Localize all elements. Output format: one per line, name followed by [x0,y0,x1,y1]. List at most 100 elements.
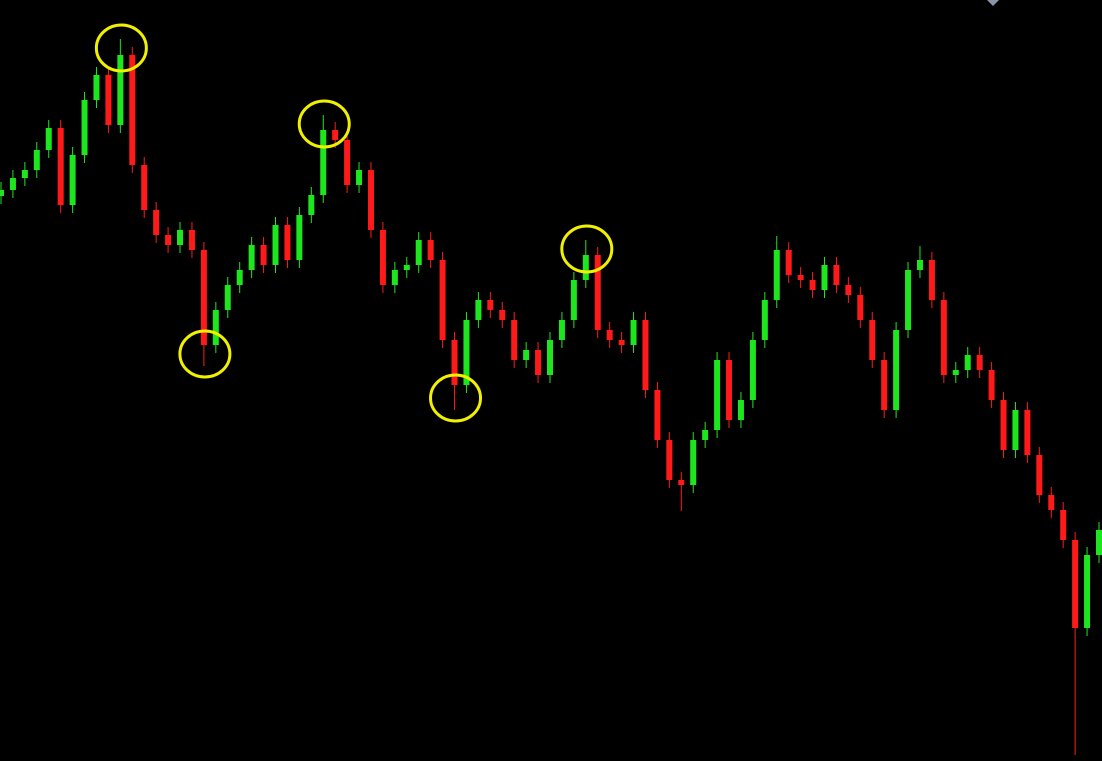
candle-bullish [952,362,959,383]
candle-bearish [427,232,434,268]
candle-body [1036,455,1043,495]
candle-bullish [905,262,912,338]
candle-bearish [1000,392,1007,458]
candle-bearish [165,227,172,253]
candle-bearish [940,292,947,383]
candle-bullish [916,246,923,278]
candle-body [212,310,219,345]
candle-body [451,340,458,385]
candle-body [463,320,470,385]
candle-bullish [582,240,589,288]
candle-bullish [224,277,231,318]
candle-bearish [666,432,673,488]
candle-bearish [200,242,207,366]
candle-body [9,178,16,190]
candle-bearish [881,352,888,418]
candle-body [630,320,637,345]
candle-body [594,255,601,330]
candle-body [845,285,852,295]
candle-body [821,265,828,290]
candle-bearish [487,292,494,318]
candle-bearish [141,157,148,218]
candle-body [618,340,625,345]
candle-bullish [320,115,327,203]
candle-bearish [284,217,291,268]
candle-bullish [177,222,184,253]
candle-bearish [642,312,649,398]
candle-bullish [570,272,577,328]
candle-body [582,255,589,280]
candle-bearish [1024,402,1031,463]
candle-body [129,55,136,165]
candle-bearish [845,277,852,303]
candle-body [272,225,279,265]
candle-bearish [726,352,733,428]
candle-bearish [1060,502,1067,548]
candle-body [809,280,816,290]
candle-bearish [797,267,804,288]
candle-bullish [81,92,88,163]
candle-body [988,370,995,400]
candle-body [487,300,494,310]
candle-bullish [1096,522,1102,563]
candle-body [558,320,565,340]
swing-high-circle [297,99,351,149]
candle-body [320,130,327,195]
candle-body [403,265,410,270]
candle-bearish [153,202,160,243]
candle-body [0,190,4,196]
candle-body [296,215,303,260]
candle-bullish [248,237,255,278]
candle-body [535,350,542,375]
candle-body [379,230,386,285]
candle-bearish [618,332,625,353]
candle-body [726,360,733,420]
candle-bearish [606,322,613,348]
candle-bullish [475,292,482,328]
candle-body [224,285,231,310]
candle-body [260,245,267,265]
candle-body [690,440,697,485]
candle-bearish [869,312,876,368]
candle-bearish [928,252,935,308]
candle-bearish [976,347,983,378]
candle-bullish [33,142,40,178]
candle-body [332,130,339,140]
candle-bullish [212,302,219,353]
swing-low-circle [429,373,483,423]
candle-body [940,300,947,375]
candle-body [356,170,363,185]
candle-body [236,270,243,285]
candle-body [547,340,553,375]
candle-bullish [749,332,756,408]
candle-bearish [1036,447,1043,503]
candle-bullish [0,182,4,204]
scroll-marker-icon[interactable] [987,0,999,6]
candle-body [642,320,649,390]
candle-bearish [451,332,458,410]
candle-body [785,250,792,275]
candle-bullish [714,352,721,438]
candle-body [773,250,780,300]
candle-bearish [594,247,601,338]
candle-bearish [833,257,840,293]
candle-body [905,270,912,330]
candle-body [1060,510,1067,540]
candle-bullish [547,332,553,383]
candle-bullish [630,312,637,353]
candle-body [1048,495,1055,510]
candle-body [666,440,673,480]
candle-body [714,360,721,430]
candle-bullish [296,207,303,268]
candle-body [511,320,518,360]
candle-body [427,240,434,260]
candle-bullish [964,347,971,378]
candle-body [69,155,76,205]
candle-bullish [308,187,315,223]
candle-bearish [367,162,374,238]
candle-body [57,128,64,205]
candle-body [570,280,577,320]
candle-body [737,400,744,420]
candle-bullish [45,120,52,158]
